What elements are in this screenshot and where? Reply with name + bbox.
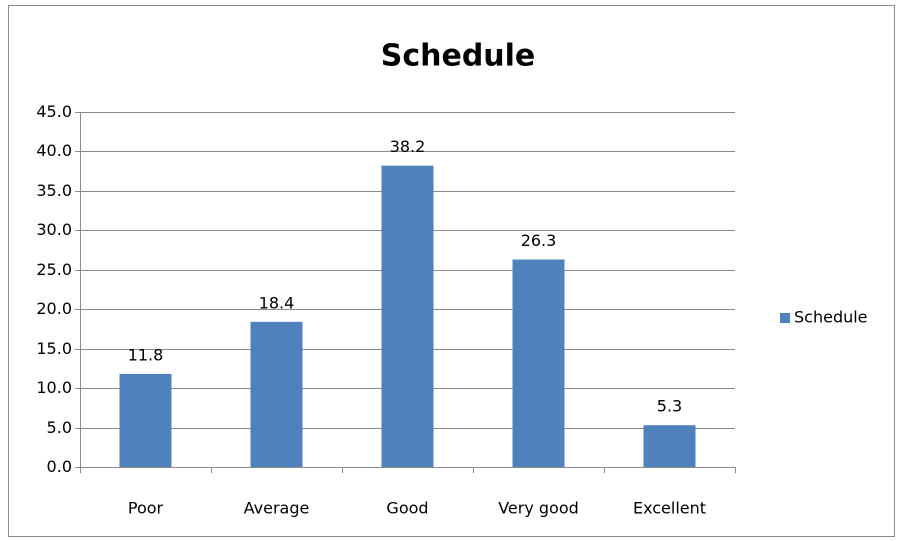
bar — [250, 321, 303, 467]
y-tick-label: 0.0 — [47, 457, 72, 476]
y-tick-label: 30.0 — [36, 220, 72, 239]
bar — [512, 259, 565, 467]
y-tick-label: 35.0 — [36, 181, 72, 200]
data-label: 11.8 — [128, 345, 164, 364]
y-tick-label: 15.0 — [36, 339, 72, 358]
x-tick-label: Good — [386, 499, 428, 518]
bar — [381, 165, 434, 467]
y-tick-label: 40.0 — [36, 141, 72, 160]
y-tick-label: 45.0 — [36, 102, 72, 121]
x-tick-label: Poor — [128, 499, 164, 518]
data-label: 18.4 — [259, 293, 295, 312]
y-tick-label: 5.0 — [47, 418, 72, 437]
y-tick-label: 20.0 — [36, 299, 72, 318]
chart-title: Schedule — [381, 39, 536, 74]
legend-swatch — [780, 313, 790, 323]
bar — [643, 425, 696, 467]
x-tick-label: Excellent — [633, 499, 706, 518]
x-tick-label: Average — [244, 499, 310, 518]
data-label: 26.3 — [521, 231, 557, 250]
x-tick-label: Very good — [498, 499, 579, 518]
data-label: 38.2 — [390, 137, 426, 156]
legend-label: Schedule — [794, 308, 868, 327]
y-tick-label: 25.0 — [36, 260, 72, 279]
bar — [119, 373, 172, 467]
y-tick-label: 10.0 — [36, 378, 72, 397]
data-label: 5.3 — [657, 397, 682, 416]
